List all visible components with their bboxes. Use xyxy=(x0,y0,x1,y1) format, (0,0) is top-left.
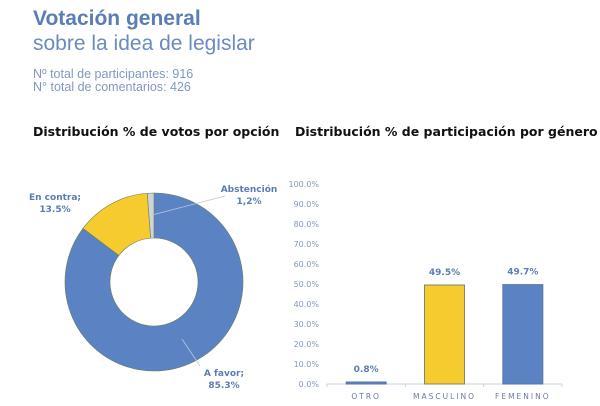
y-tick-label: 80.0% xyxy=(294,220,320,229)
donut-chart-title: Distribución % de votos por opción xyxy=(33,124,280,139)
leader-line xyxy=(181,338,201,367)
bar-masculino xyxy=(424,284,465,385)
donut-slice-abstención xyxy=(146,192,155,239)
y-tick-label: 60.0% xyxy=(294,260,320,269)
y-tick-label: 90.0% xyxy=(294,200,320,209)
bar-value-label: 0.8% xyxy=(354,365,379,375)
participants-count: Nº total de participantes: 916 xyxy=(33,67,194,81)
bar-value-label: 49.7% xyxy=(507,268,538,278)
donut-label-name: A favor; xyxy=(204,369,244,379)
y-tick-label: 50.0% xyxy=(294,280,320,289)
comments-count: N° total de comentarios: 426 xyxy=(33,80,191,94)
y-tick-label: 20.0% xyxy=(294,340,320,349)
donut-label-value: 85.3% xyxy=(208,381,239,391)
y-tick-label: 100.0% xyxy=(288,180,319,189)
bar-value-label: 49.5% xyxy=(429,268,460,278)
x-category-label: OTRO xyxy=(351,392,381,401)
y-tick-label: 70.0% xyxy=(294,240,320,249)
y-tick-label: 30.0% xyxy=(294,320,320,329)
donut-label-name: En contra; xyxy=(29,193,81,203)
x-category-label: MASCULINO xyxy=(413,392,476,401)
y-tick-label: 0.0% xyxy=(299,380,320,389)
bar-femenino xyxy=(502,284,544,385)
bar-chart-title: Distribución % de participación por géne… xyxy=(295,124,598,139)
page-title: Votación general xyxy=(33,7,201,30)
y-tick-label: 40.0% xyxy=(294,300,320,309)
donut-label-value: 1,2% xyxy=(237,197,262,207)
donut-label-value: 13.5% xyxy=(39,205,70,215)
donut-label-name: Abstención xyxy=(221,184,278,195)
donut-slice-a-favor xyxy=(64,192,244,372)
y-tick-label: 10.0% xyxy=(294,360,320,369)
x-category-label: FEMENINO xyxy=(495,392,551,401)
leader-line xyxy=(151,195,226,216)
page-subtitle: sobre la idea de legislar xyxy=(33,32,255,55)
bar-otro xyxy=(345,381,387,385)
